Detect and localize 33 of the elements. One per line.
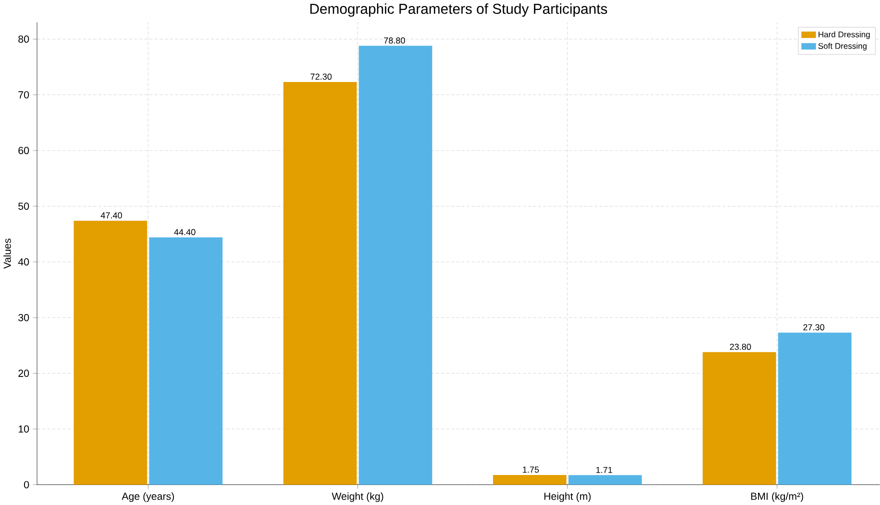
- bar: [283, 82, 357, 485]
- x-tick-label: Height (m): [544, 492, 591, 502]
- bar: [149, 237, 223, 485]
- y-tick-label: 40: [18, 258, 29, 266]
- bar: [74, 220, 148, 485]
- data-label: 1.75: [522, 466, 539, 473]
- data-label: 27.30: [803, 324, 824, 330]
- x-tick-label: Weight (kg): [332, 492, 384, 502]
- data-label: 1.71: [596, 466, 612, 473]
- y-tick-label: 70: [18, 91, 29, 98]
- bar: [358, 46, 432, 485]
- y-tick-label: 30: [18, 314, 29, 322]
- bar: [778, 332, 852, 485]
- y-tick-label: 10: [18, 425, 29, 432]
- data-label: 44.40: [174, 228, 196, 235]
- x-tick-label: BMI (kg/m²): [751, 492, 804, 502]
- bar: [568, 475, 642, 485]
- y-tick-label: 20: [18, 370, 29, 377]
- data-label: 47.40: [100, 212, 122, 218]
- y-tick-label: 60: [18, 146, 29, 154]
- data-label: 23.80: [730, 344, 751, 350]
- data-label: 72.30: [310, 73, 332, 80]
- y-tick-label: 0: [24, 480, 29, 488]
- legend-label: Hard Dressing: [818, 31, 870, 39]
- bar: [493, 474, 566, 485]
- legend-label: Soft Dressing: [818, 42, 867, 50]
- chart-title: Demographic Parameters of Study Participants: [310, 3, 608, 17]
- bar: [702, 352, 776, 485]
- x-tick-label: Age (years): [122, 492, 174, 502]
- data-label: 78.80: [384, 37, 405, 44]
- y-tick-label: 50: [18, 202, 29, 210]
- y-axis-title: Values: [3, 238, 11, 269]
- y-tick-label: 80: [18, 35, 29, 43]
